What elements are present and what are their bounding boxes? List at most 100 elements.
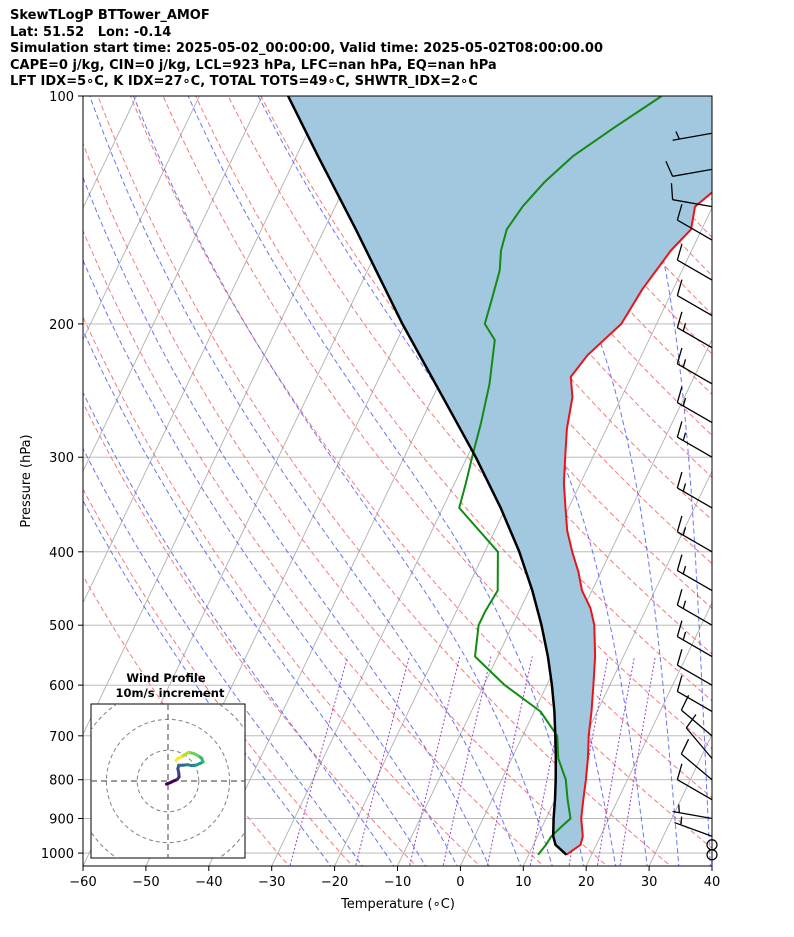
moist-adiabat-line — [89, 96, 522, 866]
wind-barb — [676, 649, 713, 686]
barb-staff — [677, 402, 713, 424]
wind-barb — [676, 620, 713, 658]
barb-staff — [672, 810, 713, 820]
barb-staff — [677, 604, 713, 626]
wind-barb — [685, 714, 713, 759]
barb-staff — [677, 569, 713, 592]
parcel-line — [286, 96, 568, 856]
x-tick-label: 20 — [578, 875, 595, 890]
barb-staff — [677, 664, 713, 686]
wind-barb — [676, 347, 713, 385]
hodograph — [91, 704, 245, 858]
barb-feather — [676, 649, 683, 666]
barb-staff — [677, 295, 713, 317]
barb-feather — [676, 515, 683, 533]
hodograph-subtitle: 10m/s increment — [116, 686, 225, 700]
barb-feather — [676, 675, 683, 692]
wind-barb — [674, 816, 713, 837]
barb-feather — [682, 565, 687, 575]
x-tick-label: 30 — [641, 875, 658, 890]
barb-feather — [676, 311, 683, 328]
barb-feather — [665, 160, 674, 177]
y-tick-label: 400 — [49, 546, 74, 561]
dry-adiabat-line — [83, 401, 417, 866]
wind-barb — [676, 204, 713, 241]
dry-adiabat-line — [129, 96, 712, 849]
moist-adiabat-line — [722, 79, 742, 869]
isotherm-line — [459, 338, 712, 866]
dry-adiabat-line — [390, 96, 712, 478]
isotherm-line — [0, 79, 19, 869]
mixing-ratio-line — [442, 656, 492, 866]
wind-barb — [676, 421, 713, 458]
barb-staff — [674, 821, 713, 837]
barb-staff — [677, 219, 713, 241]
mixing-ratio-line — [596, 656, 635, 866]
y-tick-label: 100 — [49, 90, 74, 105]
barb-feather — [676, 471, 683, 489]
barb-feather — [676, 279, 683, 296]
dry-adiabat-line — [358, 96, 712, 521]
barb-feather — [682, 600, 687, 609]
dry-adiabat-line — [195, 96, 712, 750]
y-axis-label: Pressure (hPa) — [19, 434, 34, 527]
isotherm-line — [83, 96, 200, 341]
wind-barb — [676, 515, 713, 553]
header-title: SkewTLogP BTTower_AMOF — [10, 8, 210, 23]
wind-barb — [676, 675, 713, 713]
barb-feather — [682, 322, 687, 332]
barb-feather — [675, 131, 680, 140]
barb-feather — [676, 386, 683, 403]
y-tick-label: 600 — [49, 679, 74, 694]
moist-adiabat-line — [132, 96, 553, 866]
wind-barb — [676, 589, 713, 626]
moist-adiabat-line — [83, 499, 332, 866]
moist-adiabat-line — [83, 447, 363, 866]
barb-feather — [682, 397, 687, 407]
barb-staff — [677, 436, 713, 458]
barb-staff — [677, 779, 713, 801]
barb-feather — [682, 527, 687, 536]
wind-barb — [676, 243, 713, 281]
moist-adiabat-line — [83, 391, 395, 866]
wind-barb — [670, 183, 713, 208]
barb-staff — [677, 487, 713, 509]
y-tick-label: 800 — [49, 774, 74, 789]
dry-adiabat-line — [83, 488, 354, 866]
moist-adiabat-line — [83, 176, 490, 866]
mixing-ratio-line — [568, 656, 609, 866]
x-tick-label: −50 — [132, 875, 159, 890]
axes: −60 −50 −40 −30 −20 −10 0 10 20 30 40 1000 900 800 700… — [41, 90, 720, 890]
barb-staff — [680, 709, 713, 737]
barb-feather — [682, 432, 687, 441]
header-location: Lat: 51.52 Lon: -0.14 — [10, 24, 172, 40]
barb-feather — [685, 714, 697, 729]
y-tick-label: 500 — [49, 619, 74, 634]
moist-adiabat-line — [187, 96, 585, 866]
isotherm-line — [711, 864, 712, 866]
x-tick-label: 10 — [515, 875, 532, 890]
isotherm-line — [397, 206, 712, 866]
y-tick-label: 1000 — [41, 847, 74, 862]
mixing-ratio-line — [355, 656, 410, 866]
barb-feather — [676, 763, 683, 780]
moist-adiabat-line — [472, 96, 680, 866]
barb-staff — [672, 199, 713, 208]
barb-feather — [678, 804, 680, 813]
wind-barb — [676, 386, 713, 424]
wind-barb — [665, 160, 713, 177]
wind-barb — [676, 279, 713, 317]
mixing-ratio-line — [486, 656, 533, 866]
y-tick-label: 300 — [49, 451, 74, 466]
x-tick-label: 40 — [704, 875, 721, 890]
barb-feather — [676, 554, 683, 571]
parcel-shading — [288, 96, 712, 855]
header-indices-line: LFT IDX=5∘C, K IDX=27∘C, TOTAL TOTS=49∘C… — [10, 74, 478, 90]
dry-adiabat-line — [83, 574, 290, 866]
barb-feather — [682, 483, 687, 492]
barb-feather — [682, 631, 687, 641]
dry-adiabat-line — [83, 142, 608, 866]
temperature-line — [562, 191, 712, 856]
barb-staff — [677, 327, 713, 349]
